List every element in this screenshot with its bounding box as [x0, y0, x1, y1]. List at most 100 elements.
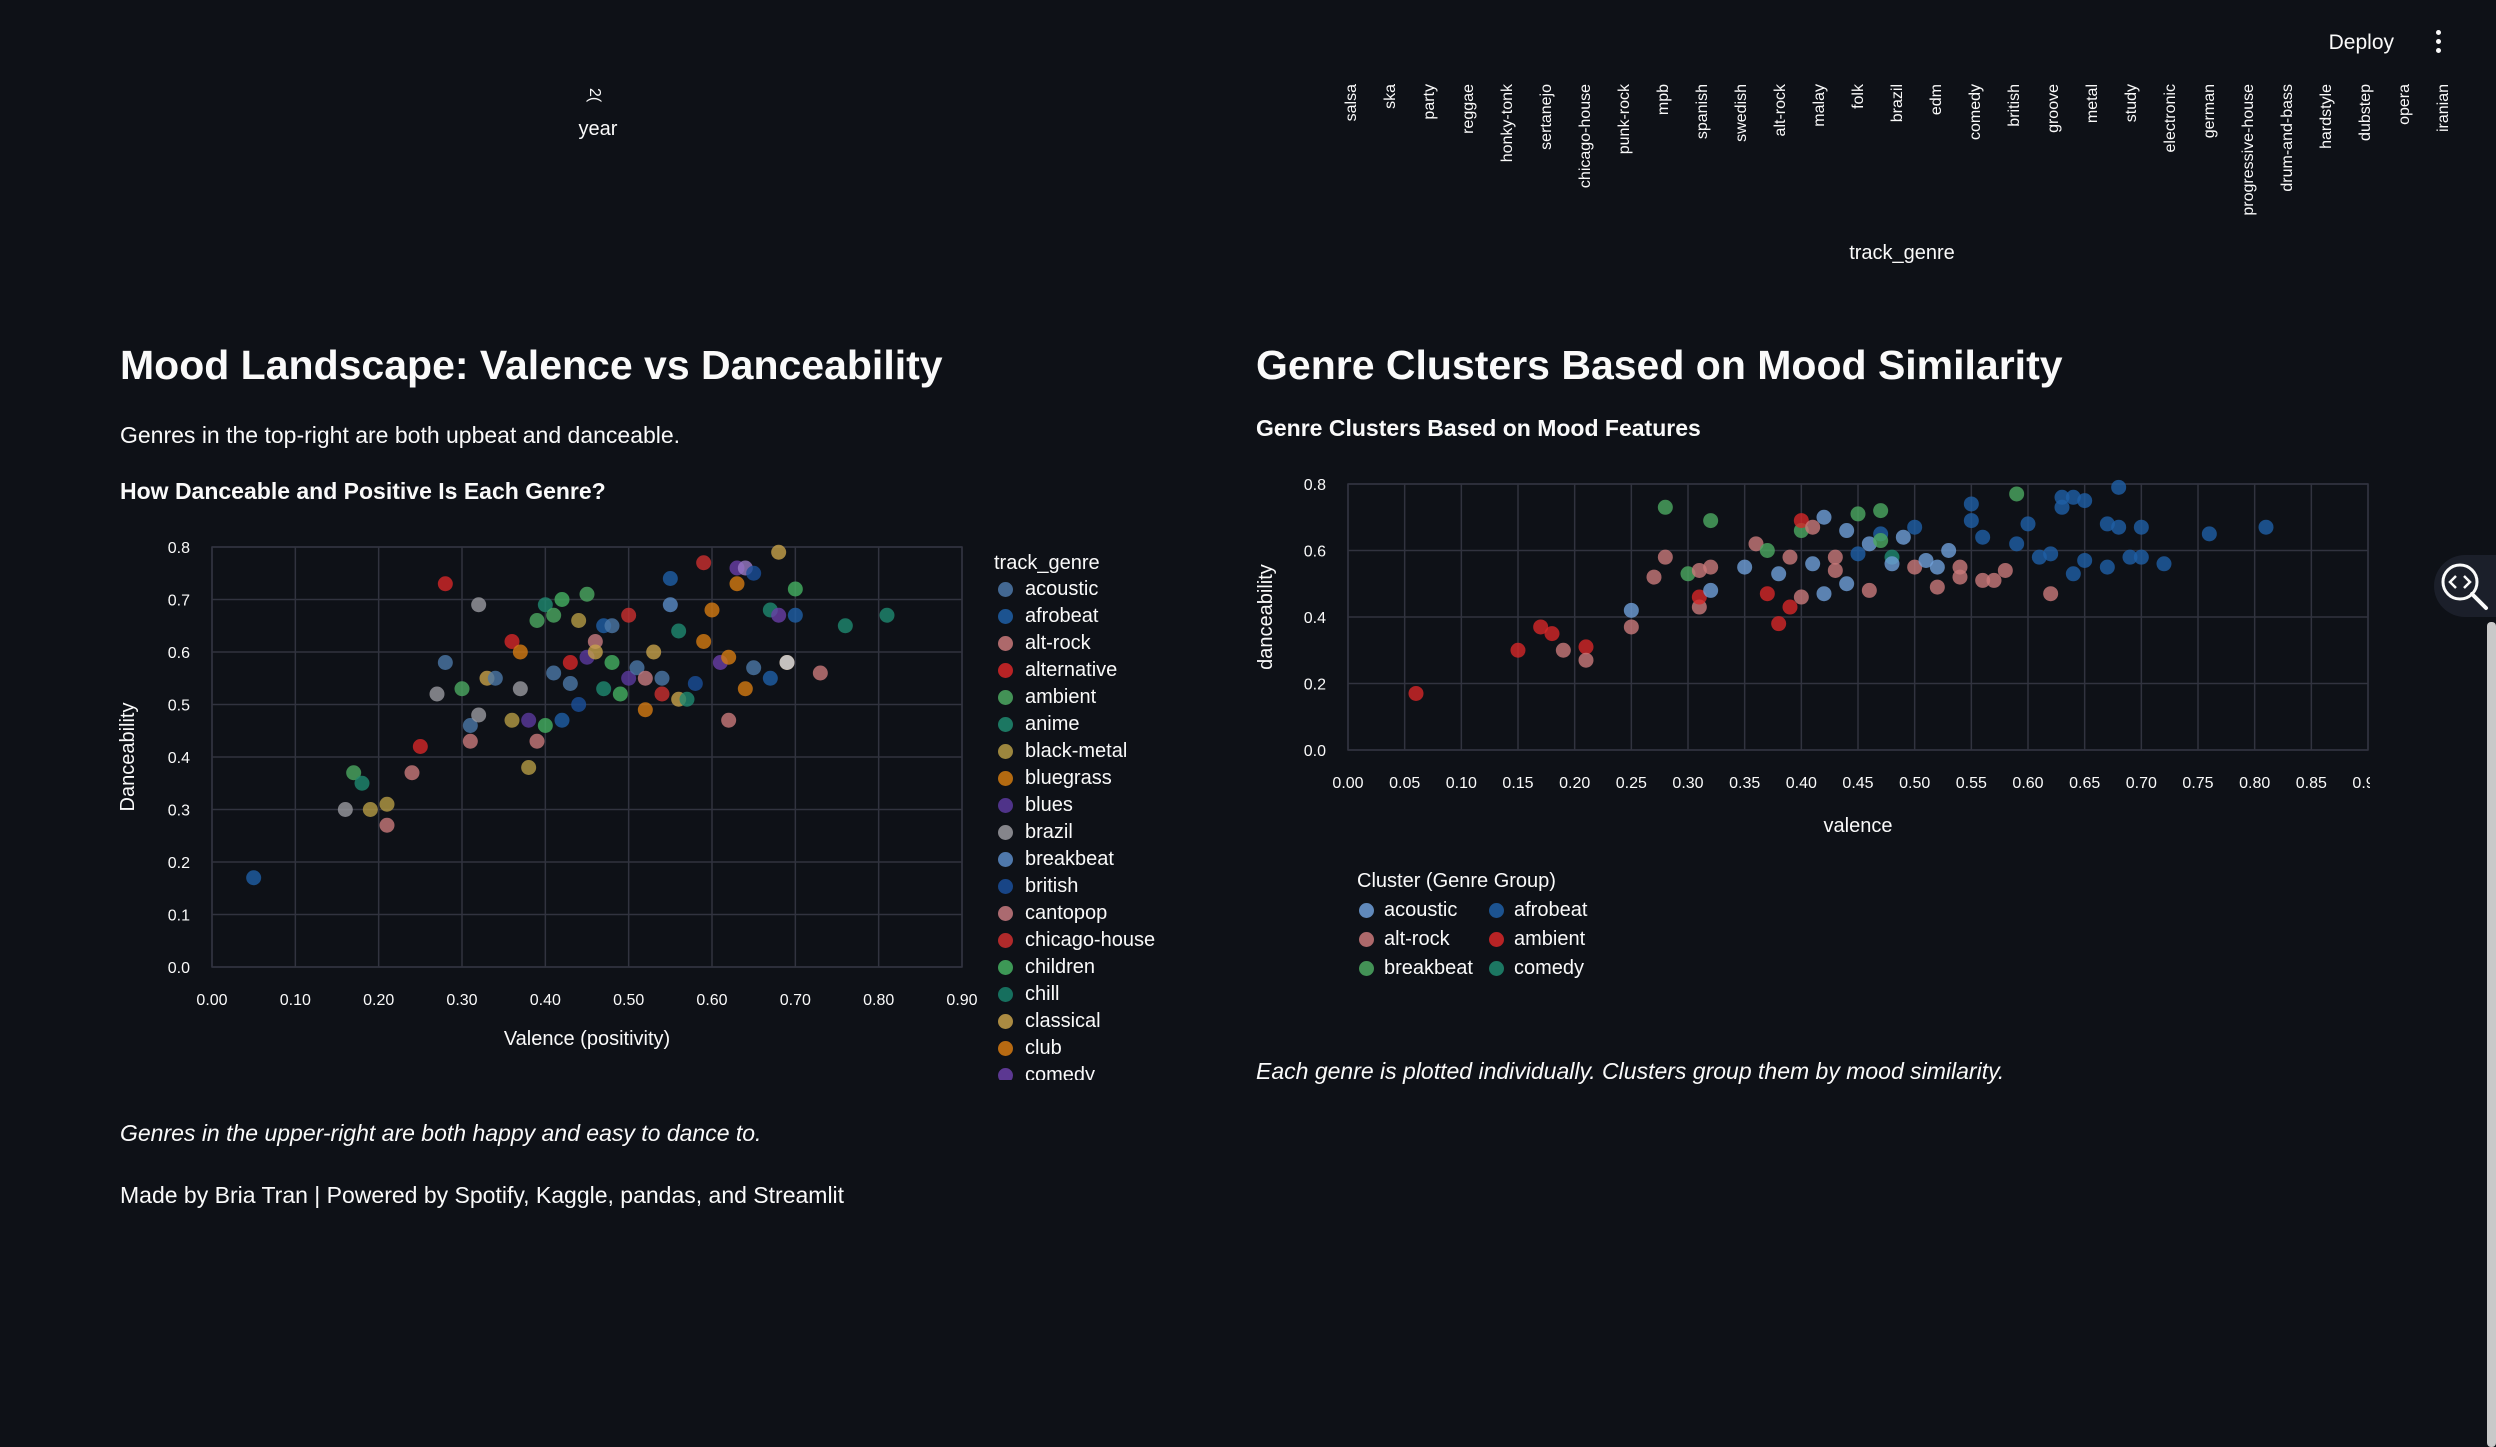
scatter-point[interactable]: [771, 544, 787, 560]
scatter-point[interactable]: [2009, 536, 2025, 552]
scatter-point[interactable]: [729, 576, 745, 592]
scatter-point[interactable]: [662, 571, 678, 586]
scatter-point[interactable]: [454, 681, 470, 697]
legend-item[interactable]: comedy: [994, 1062, 1214, 1080]
legend-item[interactable]: acoustic: [994, 576, 1214, 603]
scatter-point[interactable]: [746, 660, 762, 676]
scatter-point[interactable]: [1657, 499, 1673, 515]
legend-item[interactable]: black-metal: [994, 738, 1214, 765]
scatter-point[interactable]: [2122, 549, 2138, 565]
track-genre-legend[interactable]: track_genre acoustic afrobeat alt-rock alte…: [994, 550, 1214, 1080]
legend-item[interactable]: breakbeat: [994, 846, 1214, 873]
scatter-point[interactable]: [621, 670, 637, 686]
scatter-point[interactable]: [1975, 529, 1991, 545]
scatter-point[interactable]: [1805, 556, 1821, 572]
scatter-point[interactable]: [721, 712, 737, 728]
scatter-point[interactable]: [512, 681, 528, 697]
scatter-point[interactable]: [654, 670, 670, 686]
scatter-point[interactable]: [662, 597, 678, 613]
scatter-point[interactable]: [1544, 626, 1560, 642]
scatter-point[interactable]: [1929, 579, 1945, 595]
scatter-point[interactable]: [721, 649, 737, 665]
scatter-point[interactable]: [471, 707, 487, 723]
scatter-point[interactable]: [1657, 549, 1673, 565]
cluster-legend-item[interactable]: ambient: [1487, 926, 1617, 953]
scatter-point[interactable]: [1703, 513, 1719, 529]
cluster-legend-item[interactable]: comedy: [1487, 955, 1617, 982]
scatter-point[interactable]: [779, 655, 795, 670]
scatter-point[interactable]: [1703, 559, 1719, 575]
legend-item[interactable]: anime: [994, 711, 1214, 738]
scatter-point[interactable]: [379, 796, 395, 812]
scatter-point[interactable]: [604, 655, 620, 670]
scatter-point[interactable]: [1839, 523, 1855, 539]
scatter-point[interactable]: [529, 733, 545, 749]
scatter-point[interactable]: [2009, 486, 2025, 502]
legend-item[interactable]: blues: [994, 792, 1214, 819]
scatter-point[interactable]: [379, 817, 395, 833]
scatter-point[interactable]: [2020, 516, 2036, 532]
scatter-point[interactable]: [1816, 509, 1832, 525]
kebab-menu-icon[interactable]: [2428, 30, 2448, 56]
scatter-point[interactable]: [246, 870, 262, 886]
scatter-point[interactable]: [1884, 556, 1900, 572]
scatter-point[interactable]: [1907, 519, 1923, 535]
scatter-point[interactable]: [2099, 559, 2115, 575]
legend-item[interactable]: chill: [994, 981, 1214, 1008]
scatter-point[interactable]: [571, 613, 587, 628]
legend-item[interactable]: bluegrass: [994, 765, 1214, 792]
scatter-point[interactable]: [2099, 516, 2115, 532]
scatter-point[interactable]: [429, 686, 445, 702]
scatter-point[interactable]: [596, 681, 612, 697]
scatter-point[interactable]: [2065, 566, 2081, 582]
scatter-point[interactable]: [2077, 493, 2093, 509]
scatter-point[interactable]: [587, 644, 603, 660]
scatter-point[interactable]: [404, 765, 420, 781]
scatter-point[interactable]: [504, 634, 520, 649]
scatter-point[interactable]: [1918, 552, 1934, 568]
scatter-point[interactable]: [562, 676, 578, 691]
scatter-point[interactable]: [1793, 589, 1809, 605]
scatter-point[interactable]: [1771, 616, 1787, 632]
scatter-point[interactable]: [1578, 652, 1594, 668]
scatter-point[interactable]: [1793, 513, 1809, 529]
scatter-point[interactable]: [562, 655, 578, 670]
scatter-point[interactable]: [1623, 619, 1639, 635]
scatter-point[interactable]: [1805, 519, 1821, 535]
legend-item[interactable]: afrobeat: [994, 603, 1214, 630]
scatter-point[interactable]: [1691, 589, 1707, 605]
scatter-point[interactable]: [771, 607, 787, 623]
scatter-point[interactable]: [1861, 536, 1877, 552]
fullscreen-zoom-button[interactable]: [2434, 555, 2496, 617]
scatter-point[interactable]: [1986, 572, 2002, 588]
scatter-point[interactable]: [1816, 586, 1832, 602]
scatter-point[interactable]: [571, 697, 587, 712]
legend-item[interactable]: children: [994, 954, 1214, 981]
scatter-point[interactable]: [521, 760, 537, 775]
scatter-point[interactable]: [787, 581, 803, 597]
scatter-point[interactable]: [354, 775, 370, 791]
scatter-point[interactable]: [2054, 489, 2070, 505]
scatter-point[interactable]: [1929, 559, 1945, 575]
scatter-point[interactable]: [337, 802, 353, 817]
scatter-point[interactable]: [679, 691, 695, 707]
scatter-point[interactable]: [604, 618, 620, 634]
scatter-point[interactable]: [1555, 642, 1571, 658]
scatter-point[interactable]: [1963, 496, 1979, 512]
scatter-point[interactable]: [2077, 552, 2093, 568]
legend-item[interactable]: chicago-house: [994, 927, 1214, 954]
scatter-point[interactable]: [1782, 549, 1798, 565]
scatter-point[interactable]: [1952, 569, 1968, 585]
scatter-point[interactable]: [1578, 639, 1594, 655]
scatter-point[interactable]: [737, 681, 753, 697]
scatter-point[interactable]: [1839, 576, 1855, 592]
legend-item[interactable]: club: [994, 1035, 1214, 1062]
scatter-point[interactable]: [1850, 506, 1866, 522]
scatter-point[interactable]: [837, 618, 853, 634]
scatter-point[interactable]: [1861, 582, 1877, 598]
legend-item[interactable]: classical: [994, 1008, 1214, 1035]
scatter-point[interactable]: [1510, 642, 1526, 658]
deploy-button[interactable]: Deploy: [2323, 30, 2400, 56]
scatter-point[interactable]: [1680, 566, 1696, 582]
scatter-point[interactable]: [1408, 685, 1424, 701]
